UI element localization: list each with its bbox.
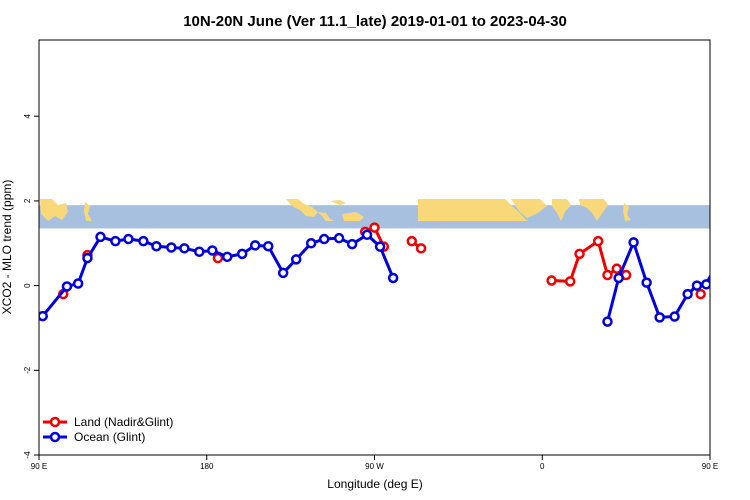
map-ocean (39, 205, 710, 229)
legend-label-ocean: Ocean (Glint) (74, 430, 145, 444)
series-1-point-0-2 (72, 278, 84, 289)
series-1-point-0-12 (207, 245, 218, 256)
series-1-point-0-8 (151, 240, 162, 252)
series-1-point-1-0 (602, 316, 613, 327)
series-1-point-0-7 (138, 235, 149, 247)
series-layer (39, 222, 750, 327)
series-1-point-0-11 (194, 246, 205, 257)
series-1-point-0-13 (222, 251, 233, 263)
series-1-point-0-25 (387, 272, 399, 284)
x-tick-label-2: 90 W (365, 462, 384, 471)
series-1-point-0-14 (236, 248, 248, 260)
series-1-point-0-10 (179, 243, 190, 254)
chart-title: 10N-20N June (Ver 11.1_late) 2019-01-01 … (183, 13, 567, 30)
series-1-point-1-2 (628, 237, 639, 248)
map-land (40, 199, 631, 221)
y-axis-label: XCO2 - MLO trend (ppm) (0, 180, 14, 315)
plot-frame (38, 39, 711, 456)
axes: 90 E 180 90 W 0 90 E -4 -2 0 2 4 (23, 39, 718, 471)
series-1-point-1-10 (730, 233, 738, 241)
series-1-point-1-7 (691, 280, 703, 291)
x-tick-label-3: 0 (540, 462, 545, 471)
series-0-point-7-0 (736, 251, 744, 259)
land-africa (418, 199, 529, 221)
series-1 (39, 229, 750, 327)
series-0-point-6-0 (695, 288, 706, 300)
series-1-point-0-16 (263, 240, 274, 252)
y-tick-label-1: -2 (23, 366, 32, 374)
land-caribbean (330, 200, 346, 205)
series-0-point-5-2 (574, 248, 585, 260)
series-1-point-0-20 (318, 233, 330, 245)
legend-label-land: Land (Nadir&Glint) (74, 415, 173, 429)
series-1-point-0-4 (95, 231, 106, 243)
legend: Land (Nadir&Glint) Ocean (Glint) (43, 415, 173, 444)
series-1-point-0-3 (82, 252, 93, 264)
series-1-point-0-22 (346, 238, 358, 250)
x-axis-ticks: 90 E 180 90 W 0 90 E (31, 455, 718, 471)
y-axis-ticks: -4 -2 0 2 4 (23, 113, 39, 459)
series-1-point-0-9 (166, 242, 177, 253)
series-1-point-1-9 (715, 254, 723, 262)
series-1-point-1-4 (654, 312, 665, 323)
series-0-point-5-3 (592, 235, 604, 247)
land-mexico (286, 199, 318, 217)
series-1-point-0-21 (333, 232, 345, 244)
series-1-line-0 (41, 233, 395, 318)
y-tick-label-3: 2 (23, 198, 32, 203)
series-1-point-0-17 (277, 267, 289, 279)
land-arabia (511, 199, 547, 218)
series-0-point-5-0 (546, 275, 557, 286)
land-india (552, 199, 571, 221)
series-1-point-1-8 (701, 279, 710, 290)
series-0-point-3-1 (369, 222, 380, 233)
land-philippines-east (623, 203, 631, 221)
series-1-point-1-11 (743, 237, 750, 245)
series-1-point-1-1 (613, 272, 624, 284)
series-1-point-0-18 (290, 254, 302, 265)
series-1-point-0-23 (361, 229, 373, 241)
world-map-band (39, 199, 710, 229)
series-0-point-5-4 (602, 269, 613, 281)
series-0-point-5-5 (611, 263, 623, 274)
series-1-point-0-5 (110, 235, 121, 247)
land-south-america (342, 212, 364, 221)
series-0-point-5-1 (564, 276, 576, 287)
series-1-point-0-15 (249, 240, 261, 251)
x-axis-label: Longitude (deg E) (327, 477, 422, 491)
series-0 (57, 222, 744, 300)
series-1-point-1-6 (682, 288, 693, 300)
series-1-point-1-3 (641, 277, 652, 288)
series-1-point-0-0 (39, 310, 48, 322)
legend-marker-ocean (49, 431, 61, 443)
series-1-point-0-6 (123, 233, 134, 245)
series-1-point-0-19 (305, 238, 317, 249)
x-tick-label-4: 90 E (702, 462, 718, 471)
legend-marker-land (49, 416, 61, 428)
x-tick-label-0: 90 E (31, 462, 47, 471)
series-0-point-4-0 (406, 235, 418, 247)
series-0-point-4-1 (415, 243, 427, 254)
land-indochina (579, 199, 608, 221)
series-1-point-1-5 (669, 311, 680, 322)
x-tick-label-1: 180 (200, 462, 214, 471)
series-1-point-0-24 (374, 241, 386, 252)
land-central-america (318, 212, 334, 221)
land-philippines (84, 202, 92, 221)
y-tick-label-4: 4 (23, 113, 32, 118)
series-1-point-0-1 (61, 281, 73, 292)
y-tick-label-2: 0 (23, 283, 32, 288)
y-tick-label-0: -4 (23, 451, 32, 459)
land-southeast-asia (40, 199, 68, 221)
